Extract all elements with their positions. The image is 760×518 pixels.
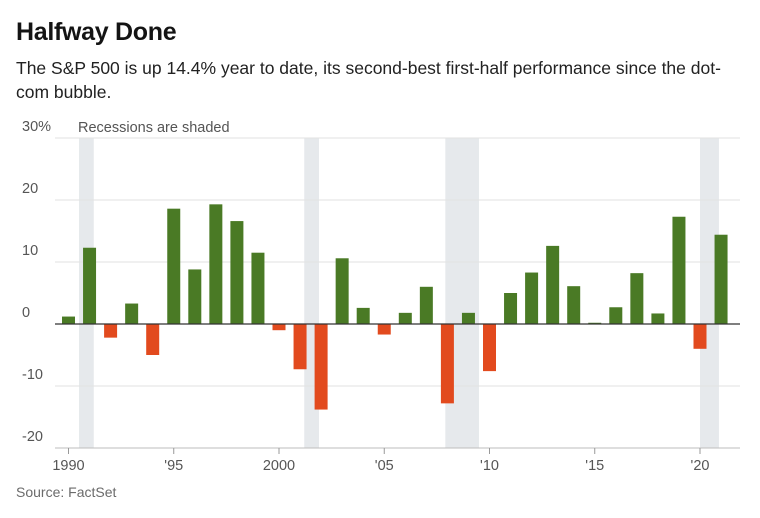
bar-1993	[125, 303, 139, 324]
bar-1998	[230, 221, 244, 324]
y-tick-label: 0	[22, 305, 30, 321]
y-tick-label: -20	[22, 429, 43, 445]
source-note: Source: FactSet	[16, 484, 117, 500]
y-tick-label: 20	[22, 181, 38, 197]
y-tick-label: -10	[22, 367, 43, 383]
bar-2020	[693, 324, 707, 349]
bar-2009	[461, 312, 475, 324]
chart-title: Halfway Done	[16, 18, 177, 46]
x-tick-label: '10	[480, 458, 499, 474]
x-tick-label: '05	[375, 458, 394, 474]
bar-1992	[104, 324, 118, 338]
bar-2002	[314, 324, 328, 410]
x-tick-label: '15	[585, 458, 604, 474]
recession-note: Recessions are shaded	[78, 120, 230, 136]
bar-1999	[251, 252, 265, 324]
x-tick-label: '95	[164, 458, 183, 474]
bar-2019	[672, 216, 686, 324]
bar-1990	[62, 316, 75, 324]
bar-1997	[209, 204, 223, 324]
bar-2008	[440, 324, 454, 404]
bar-1996	[188, 269, 202, 324]
y-tick-label: 10	[22, 243, 38, 259]
bar-2007	[419, 286, 433, 324]
bar-2001	[293, 324, 307, 370]
bar-2014	[567, 286, 581, 324]
bars	[62, 204, 728, 410]
bar-2016	[609, 307, 623, 324]
recession-shading-group	[79, 138, 719, 448]
bar-2000	[272, 324, 286, 331]
bar-1995	[167, 208, 181, 324]
x-tick-label: 2000	[263, 458, 295, 474]
axes: 30% 20 10 0 -10 -20 1990 '95 2000 '05 '10 '15 '20	[22, 119, 740, 474]
bar-2017	[630, 273, 644, 324]
bar-2012	[525, 272, 539, 324]
x-tick-label: '20	[691, 458, 710, 474]
recession-band	[700, 138, 719, 448]
bar-2010	[483, 324, 496, 372]
bar-2006	[398, 312, 412, 324]
bar-2011	[504, 293, 518, 324]
bar-2018	[651, 313, 665, 324]
bar-2005	[377, 324, 391, 335]
bar-1994	[146, 324, 160, 355]
bar-2003	[335, 258, 349, 324]
x-tick-label: 1990	[52, 458, 84, 474]
bar-2013	[546, 245, 560, 324]
bar-2021	[714, 234, 728, 324]
bar-1991	[83, 247, 97, 324]
chart-subtitle: The S&P 500 is up 14.4% year to date, it…	[16, 58, 721, 102]
y-tick-label: 30%	[22, 119, 51, 135]
bar-2004	[356, 307, 370, 324]
